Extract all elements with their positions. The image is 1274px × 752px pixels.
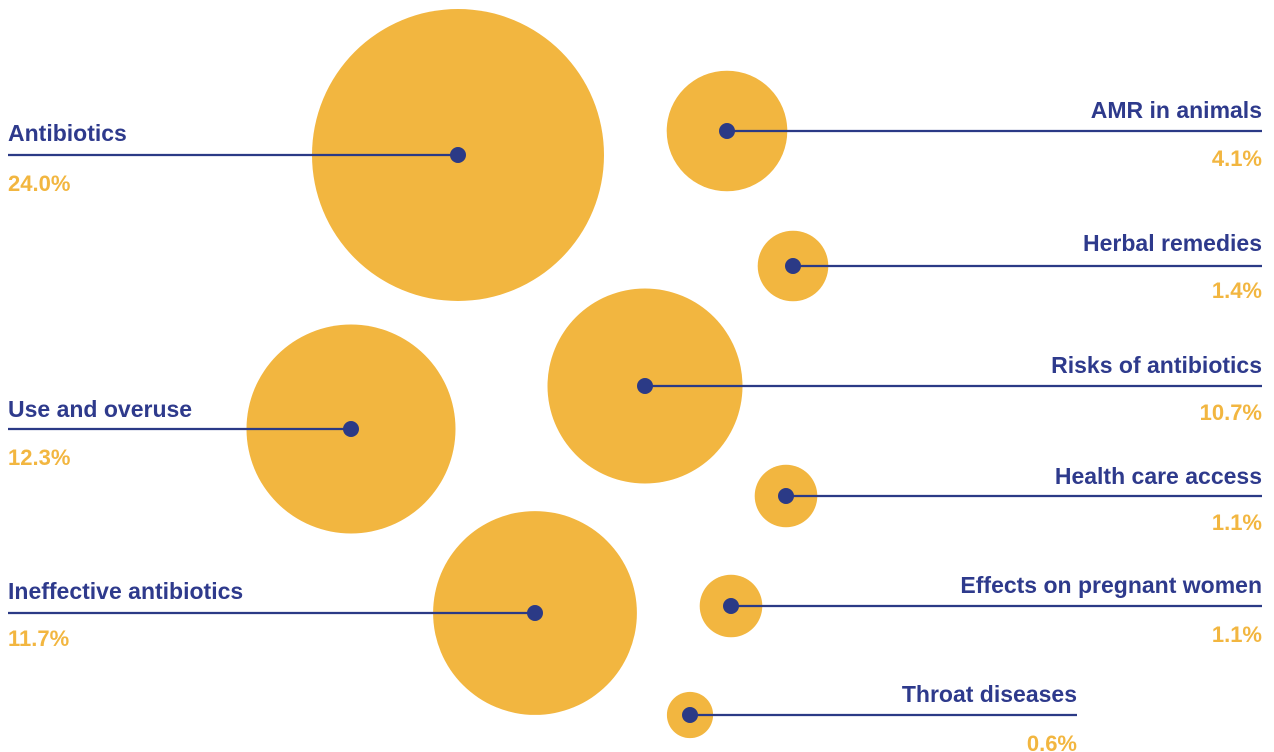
series-label-use-and-overuse: Use and overuse xyxy=(8,396,192,422)
series-label-amr-in-animals: AMR in animals xyxy=(1091,97,1262,123)
data-label-throat-diseases: 0.6% xyxy=(1027,731,1077,752)
labels: Antibiotics 24.0% AMR in animals 4.1% Herbal… xyxy=(8,97,1262,752)
data-label-health-care-access: 1.1% xyxy=(1212,510,1262,535)
series-label-ineffective-antibiotics: Ineffective antibiotics xyxy=(8,578,243,604)
bubbles xyxy=(246,9,829,739)
anchor-dot-amr-in-animals xyxy=(719,123,735,139)
data-label-ineffective-antibiotics: 11.7% xyxy=(8,626,69,651)
data-label-effects-on-pregnant-women: 1.1% xyxy=(1212,622,1262,647)
anchor-dot-ineffective-antibiotics xyxy=(527,605,543,621)
anchor-dot-throat-diseases xyxy=(682,707,698,723)
anchor-dot-health-care-access xyxy=(778,488,794,504)
anchor-dot-effects-on-pregnant-women xyxy=(723,598,739,614)
series-label-risks-of-antibiotics: Risks of antibiotics xyxy=(1051,352,1262,378)
series-label-effects-on-pregnant-women: Effects on pregnant women xyxy=(960,572,1262,598)
anchor-dot-herbal-remedies xyxy=(785,258,801,274)
data-label-risks-of-antibiotics: 10.7% xyxy=(1200,400,1262,425)
data-label-antibiotics: 24.0% xyxy=(8,171,70,196)
anchor-dot-antibiotics xyxy=(450,147,466,163)
data-label-use-and-overuse: 12.3% xyxy=(8,445,70,470)
leader-lines xyxy=(8,123,1262,723)
series-label-antibiotics: Antibiotics xyxy=(8,120,127,146)
series-label-throat-diseases: Throat diseases xyxy=(902,681,1077,707)
anchor-dot-risks-of-antibiotics xyxy=(637,378,653,394)
anchor-dot-use-and-overuse xyxy=(343,421,359,437)
data-label-amr-in-animals: 4.1% xyxy=(1212,146,1262,171)
series-label-health-care-access: Health care access xyxy=(1055,463,1262,489)
series-label-herbal-remedies: Herbal remedies xyxy=(1083,230,1262,256)
data-label-herbal-remedies: 1.4% xyxy=(1212,278,1262,303)
